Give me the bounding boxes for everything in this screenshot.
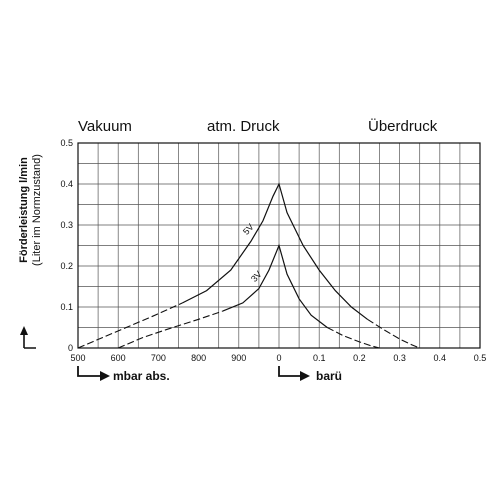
x-tick-label: 0.2 [353, 353, 366, 363]
series-line-5v [182, 182, 368, 320]
x-tick-label: 0.3 [393, 353, 406, 363]
x-tick-label: 800 [191, 353, 206, 363]
x-tick-label: 0.1 [313, 353, 326, 363]
x-tick-label: 500 [70, 353, 85, 363]
y-tick-label: 0.2 [60, 261, 73, 271]
series-line-5v-tail [367, 318, 420, 349]
x-tick-label: 0 [276, 353, 281, 363]
x-right-arrowhead-icon [300, 371, 310, 381]
y-axis-arrow-icon [23, 335, 36, 349]
y-axis-arrowhead-icon [20, 326, 28, 335]
x-tick-label: 900 [231, 353, 246, 363]
y-tick-label: 0.5 [60, 138, 73, 148]
series-label-3v: 3V [249, 269, 264, 284]
y-tick-label: 0.1 [60, 302, 73, 312]
x-tick-label: 600 [111, 353, 126, 363]
x-left-arrow-icon [77, 366, 104, 377]
y-tick-label: 0 [68, 343, 73, 353]
y-tick-label: 0.4 [60, 179, 73, 189]
series-label-5v: 5V [241, 222, 256, 237]
x-axis-label-left: mbar abs. [113, 369, 170, 383]
series-line-3v [222, 243, 328, 328]
y-axis-title: Förderleistung l/min (Liter im Normzusta… [18, 90, 44, 330]
x-right-arrow-icon [278, 366, 304, 377]
series-line-3v-dashed [117, 310, 223, 349]
region-vacuum-label: Vakuum [78, 118, 132, 135]
x-tick-label: 0.4 [434, 353, 447, 363]
x-tick-label: 700 [151, 353, 166, 363]
y-axis-label: Förderleistung l/min [18, 157, 30, 263]
region-atm-label: atm. Druck [207, 118, 280, 135]
y-axis-sublabel: (Liter im Normzustand) [31, 154, 43, 266]
region-overpressure-label: Überdruck [368, 118, 438, 135]
x-left-arrowhead-icon [100, 371, 110, 381]
x-tick-label: 0.5 [474, 353, 487, 363]
y-tick-label: 0.3 [60, 220, 73, 230]
series-line-3v-tail [326, 327, 380, 349]
plot-frame [77, 142, 481, 349]
x-axis-label-right: barü [316, 369, 343, 383]
series-line-5v-dashed [77, 302, 183, 349]
